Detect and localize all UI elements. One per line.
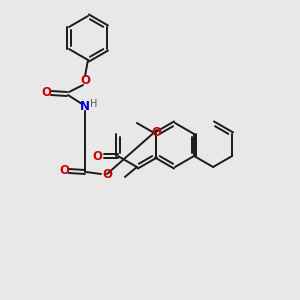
Text: O: O [59,164,69,178]
Text: N: N [80,100,90,112]
Text: O: O [80,74,90,86]
Text: O: O [93,149,103,163]
Text: H: H [90,99,98,109]
Text: O: O [102,167,112,181]
Text: O: O [41,86,51,100]
Text: O: O [151,127,161,140]
